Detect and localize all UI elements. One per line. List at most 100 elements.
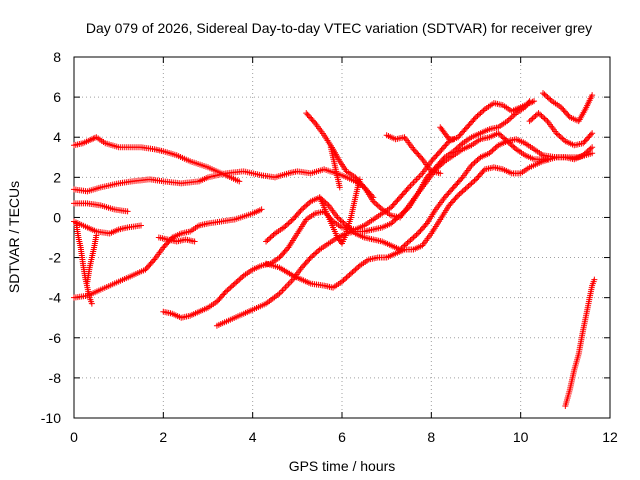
data-point	[557, 104, 564, 111]
data-point	[421, 223, 428, 230]
data-point	[456, 142, 463, 149]
data-point	[454, 180, 461, 187]
data-point	[477, 110, 484, 117]
data-point	[434, 151, 441, 158]
data-point	[339, 218, 345, 225]
data-point	[451, 182, 458, 189]
data-point	[301, 261, 308, 268]
data-point	[296, 209, 303, 216]
data-point	[298, 206, 305, 213]
data-point	[545, 95, 552, 102]
data-point	[282, 284, 289, 291]
data-point	[446, 202, 453, 209]
data-point	[540, 90, 546, 97]
data-point	[475, 173, 482, 180]
data-point	[285, 281, 292, 288]
series-trace	[526, 110, 596, 149]
data-point	[258, 206, 265, 213]
data-point	[416, 153, 423, 160]
data-point	[142, 266, 149, 273]
data-point	[374, 202, 381, 209]
data-point	[280, 285, 287, 292]
data-point	[303, 110, 310, 117]
data-point	[398, 192, 405, 199]
data-point	[234, 277, 241, 284]
data-point	[281, 248, 288, 255]
data-point	[289, 216, 296, 223]
data-point	[358, 181, 365, 188]
data-point	[227, 284, 234, 291]
data-point	[415, 151, 422, 158]
data-point	[286, 279, 293, 286]
data-point	[340, 219, 347, 226]
data-point	[343, 274, 350, 281]
data-point	[217, 294, 224, 301]
data-point	[416, 229, 423, 236]
data-point	[453, 145, 460, 152]
data-point	[411, 178, 418, 185]
data-point	[349, 269, 356, 276]
data-point	[458, 189, 465, 196]
data-point	[462, 185, 469, 192]
data-point	[349, 227, 356, 234]
data-point	[507, 140, 514, 147]
data-point	[150, 257, 157, 264]
data-point	[586, 146, 593, 153]
data-point	[474, 174, 481, 181]
data-point	[344, 273, 351, 280]
data-point	[471, 115, 478, 122]
data-point	[435, 163, 442, 170]
data-point	[437, 170, 444, 177]
data-point	[236, 178, 243, 185]
x-tick-labels: 0 2 4 6 8 10 12	[70, 429, 618, 445]
y-tick-label: 2	[53, 169, 61, 185]
data-point	[404, 239, 411, 246]
data-point	[434, 164, 441, 171]
data-point	[413, 149, 420, 156]
data-point	[418, 154, 425, 161]
data-point	[526, 98, 533, 105]
data-point	[532, 112, 539, 119]
data-point	[315, 247, 322, 254]
data-point	[492, 144, 499, 151]
data-point	[582, 137, 589, 144]
data-point	[397, 194, 404, 201]
data-point	[401, 242, 408, 249]
data-point	[334, 214, 341, 221]
data-point	[224, 287, 231, 294]
chart-title: Day 079 of 2026, Sidereal Day-to-day VTE…	[86, 20, 592, 36]
data-point	[298, 264, 305, 271]
data-point	[473, 158, 479, 165]
series-trace	[263, 136, 596, 253]
data-point	[400, 190, 407, 197]
data-point	[310, 251, 317, 258]
data-point	[414, 150, 421, 157]
y-tick-label: 6	[53, 89, 61, 105]
data-point	[371, 199, 378, 206]
data-point	[455, 144, 462, 151]
data-point	[370, 198, 377, 205]
data-point	[270, 231, 277, 238]
data-point	[138, 222, 144, 229]
y-tick-label: 0	[53, 209, 61, 225]
data-point	[215, 297, 222, 304]
series-trace	[71, 166, 377, 201]
data-point	[478, 108, 485, 115]
data-point	[507, 115, 514, 122]
data-point	[564, 111, 571, 118]
data-point	[473, 176, 479, 183]
data-point	[508, 114, 515, 121]
x-tick-label: 6	[338, 429, 346, 445]
data-point	[589, 150, 596, 157]
data-point	[147, 260, 154, 267]
data-point	[162, 241, 169, 248]
data-point	[355, 263, 362, 270]
data-point	[459, 188, 466, 195]
data-point	[282, 223, 289, 230]
data-point	[511, 111, 518, 118]
data-point	[554, 131, 561, 138]
data-point	[408, 181, 415, 188]
x-tick-label: 8	[427, 429, 435, 445]
data-point	[589, 144, 596, 151]
data-point	[291, 215, 298, 222]
